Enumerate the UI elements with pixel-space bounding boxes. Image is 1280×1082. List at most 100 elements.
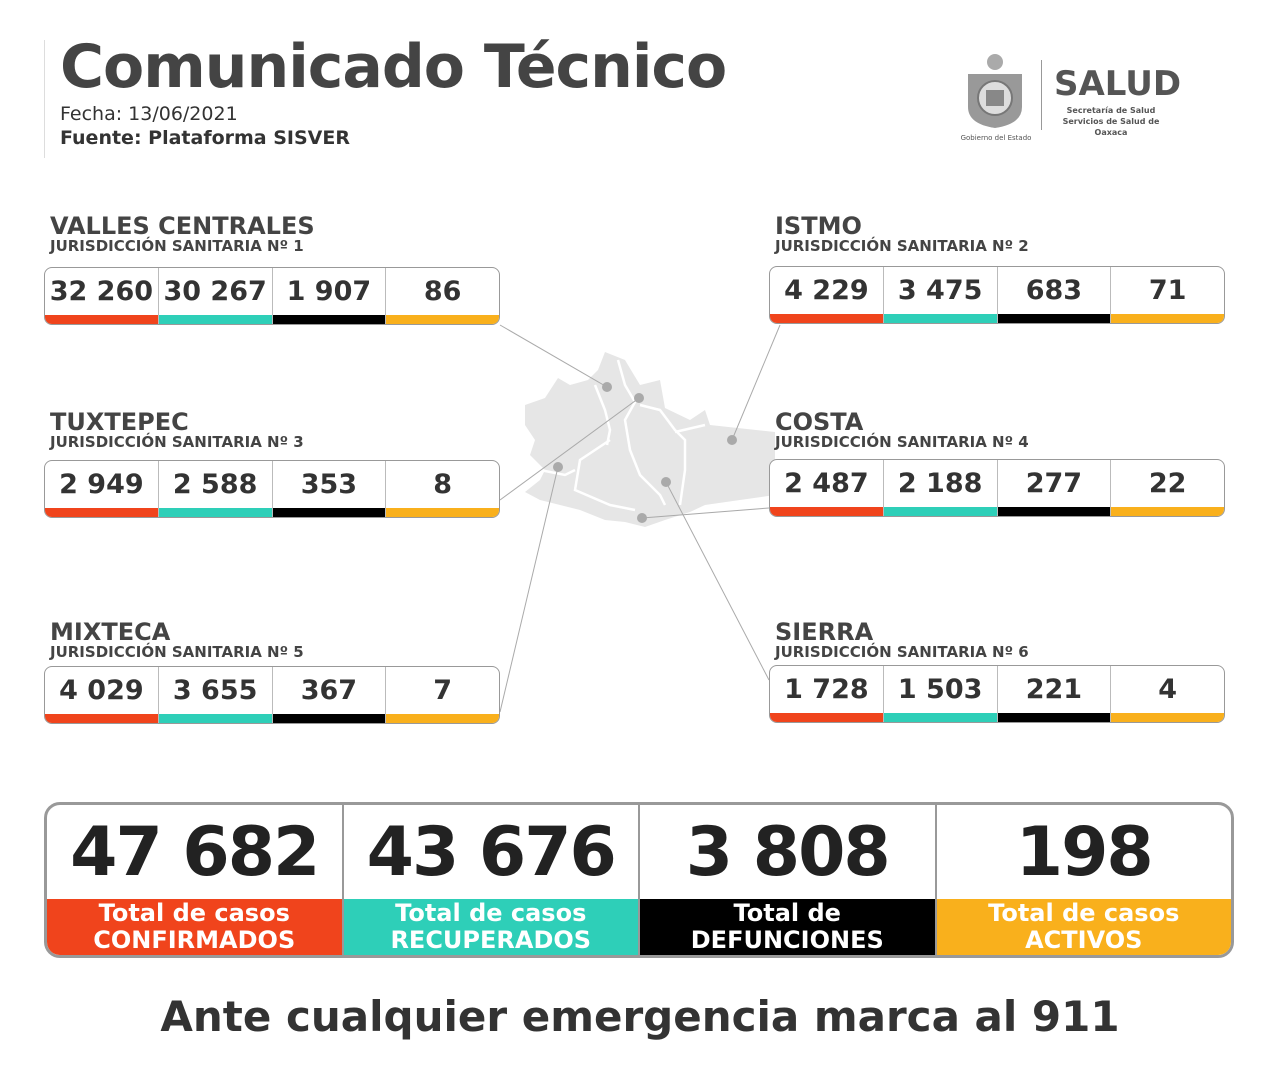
region-jurisdiction: JURISDICCIÓN SANITARIA Nº 6 — [775, 643, 1029, 661]
connector-valles — [499, 324, 608, 388]
color-bar — [272, 508, 386, 517]
region-jurisdiction: JURISDICCIÓN SANITARIA Nº 4 — [775, 433, 1029, 451]
color-bar — [386, 315, 499, 324]
color-bar — [997, 507, 1111, 516]
stat-activos: 71 — [1111, 267, 1224, 323]
total-value: 198 — [1015, 812, 1154, 892]
color-bar — [45, 508, 158, 517]
color-bar — [883, 314, 997, 323]
stat-value: 4 229 — [784, 275, 869, 306]
region-card: 2 487 2 188 277 22 — [769, 459, 1225, 517]
region-header: ISTMO JURISDICCIÓN SANITARIA Nº 2 — [775, 214, 1029, 254]
total-value: 3 808 — [685, 812, 891, 892]
stat-value: 3 475 — [897, 275, 983, 306]
stat-defunciones: 367 — [272, 667, 387, 723]
map-outline — [525, 352, 775, 527]
stat-activos: 8 — [386, 461, 499, 517]
stat-value: 30 267 — [163, 276, 267, 307]
map-marker — [634, 393, 644, 403]
color-bar — [770, 507, 883, 516]
map-marker — [661, 477, 671, 487]
oaxaca-coat-of-arms-logo: Gobierno del Estado — [960, 52, 1032, 142]
report-date: Fecha: 13/06/2021 — [60, 103, 238, 125]
connector-mixteca — [499, 466, 559, 713]
region-name: TUXTEPEC — [50, 408, 189, 436]
color-bar — [272, 714, 386, 723]
color-bar — [272, 315, 386, 324]
stat-value: 2 588 — [172, 469, 258, 500]
label-line1: Total de — [733, 899, 841, 927]
color-bar — [883, 713, 997, 722]
connector-costa — [641, 507, 770, 519]
stat-value: 4 029 — [59, 675, 144, 706]
map-marker — [602, 382, 612, 392]
stat-value: 367 — [300, 675, 358, 706]
map-marker — [727, 435, 737, 445]
color-bar — [1111, 507, 1224, 516]
connector-istmo — [731, 324, 781, 441]
label-line2: ACTIVOS — [1025, 926, 1143, 954]
coat-of-arms-icon — [968, 54, 1022, 128]
region-header: COSTA JURISDICCIÓN SANITARIA Nº 4 — [775, 410, 1029, 450]
region-jurisdiction: JURISDICCIÓN SANITARIA Nº 1 — [50, 237, 304, 255]
map-marker — [637, 513, 647, 523]
salud-line1: Secretaría de Salud — [1066, 106, 1156, 115]
color-bar — [45, 315, 158, 324]
salud-line2: Servicios de Salud de Oaxaca — [1062, 117, 1160, 137]
stat-recuperados: 3 475 — [883, 267, 998, 323]
color-bar — [997, 314, 1111, 323]
connector-tuxtepec — [499, 397, 640, 501]
region-jurisdiction: JURISDICCIÓN SANITARIA Nº 5 — [50, 643, 304, 661]
stat-defunciones: 221 — [997, 666, 1112, 722]
region-card: 4 029 3 655 367 7 — [44, 666, 500, 724]
region-name: VALLES CENTRALES — [50, 212, 315, 240]
total-recuperados: 43 676 Total de casos RECUPERADOS — [343, 805, 640, 955]
stat-value: 86 — [423, 276, 462, 307]
region-name: SIERRA — [775, 618, 874, 646]
total-value: 43 676 — [366, 812, 617, 892]
region-jurisdiction: JURISDICCIÓN SANITARIA Nº 3 — [50, 433, 304, 451]
region-header: VALLES CENTRALES JURISDICCIÓN SANITARIA N… — [50, 214, 315, 254]
stat-value: 277 — [1025, 468, 1083, 499]
stat-confirmados: 2 487 — [770, 460, 884, 516]
stat-value: 22 — [1148, 468, 1187, 499]
region-header: TUXTEPEC JURISDICCIÓN SANITARIA Nº 3 — [50, 410, 304, 450]
salud-logo-text: SALUD — [1054, 64, 1182, 104]
region-name: COSTA — [775, 408, 864, 436]
total-label: Total de casos ACTIVOS — [936, 899, 1231, 955]
region-card: 32 260 30 267 1 907 86 — [44, 267, 500, 325]
label-line2: RECUPERADOS — [390, 926, 592, 954]
emergency-footer: Ante cualquier emergencia marca al 911 — [160, 992, 1120, 1041]
total-value: 47 682 — [70, 812, 320, 892]
stat-defunciones: 1 907 — [272, 268, 387, 324]
report-source: Fuente: Plataforma SISVER — [60, 127, 350, 149]
total-confirmados: 47 682 Total de casos CONFIRMADOS — [47, 805, 344, 955]
stat-value: 221 — [1025, 674, 1083, 705]
color-bar — [883, 507, 997, 516]
color-bar — [158, 714, 272, 723]
region-jurisdiction: JURISDICCIÓN SANITARIA Nº 2 — [775, 237, 1029, 255]
total-activos: 198 Total de casos ACTIVOS — [936, 805, 1231, 955]
stat-recuperados: 3 655 — [158, 667, 273, 723]
total-label: Total de casos CONFIRMADOS — [47, 899, 342, 955]
map-marker — [553, 462, 563, 472]
total-label: Total de DEFUNCIONES — [640, 899, 935, 955]
total-label: Total de casos RECUPERADOS — [343, 899, 638, 955]
label-line1: Total de casos — [395, 899, 587, 927]
stat-value: 2 188 — [897, 468, 983, 499]
stat-recuperados: 2 588 — [158, 461, 273, 517]
stat-value: 1 907 — [286, 276, 372, 307]
stat-value: 1 728 — [784, 674, 869, 705]
stat-value: 353 — [300, 469, 358, 500]
color-bar — [770, 713, 883, 722]
region-card: 4 229 3 475 683 71 — [769, 266, 1225, 324]
totals-summary: 47 682 Total de casos CONFIRMADOS 43 676 … — [44, 802, 1234, 958]
stat-value: 2 949 — [59, 469, 144, 500]
gobierno-label: Gobierno del Estado — [960, 134, 1032, 142]
salud-sublabel: Secretaría de Salud Servicios de Salud d… — [1055, 105, 1167, 138]
region-name: ISTMO — [775, 212, 862, 240]
stat-recuperados: 2 188 — [883, 460, 998, 516]
color-bar — [770, 314, 883, 323]
color-bar — [386, 508, 499, 517]
